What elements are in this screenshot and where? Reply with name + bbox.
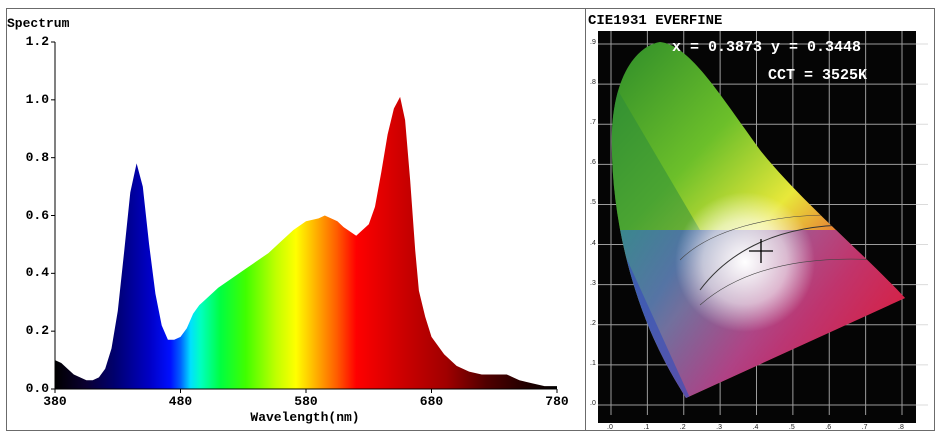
cie-y-tick-label: .7 [590, 119, 596, 127]
y-tick-label: 0.6 [25, 207, 49, 223]
panel-divider [585, 8, 586, 431]
y-tick-label: 1.2 [25, 34, 49, 49]
cie-horseshoe [611, 42, 905, 398]
x-axis-label: Wavelength(nm) [250, 410, 360, 425]
y-tick-label: 0.8 [25, 149, 49, 165]
x-tick-label: 580 [294, 394, 318, 409]
cie-y-tick-label: .3 [590, 279, 596, 287]
cie-x-tick-label: .0 [607, 424, 613, 431]
cie-y-tick-label: .1 [590, 359, 596, 367]
cie-y-tick-label: .0 [590, 400, 596, 407]
cie-x-tick-label: .2 [679, 424, 686, 431]
x-tick-label: 480 [168, 394, 193, 409]
cie-x-tick-label: .1 [643, 424, 650, 431]
cie-x-tick-label: .8 [898, 424, 904, 431]
cie-y-tick-label: .4 [590, 239, 596, 247]
y-tick-label: 0.4 [25, 265, 49, 281]
cie-y-tick-label: .8 [590, 79, 596, 87]
x-tick-label: 780 [545, 394, 569, 409]
x-tick-label: 380 [43, 394, 67, 409]
y-tick-label: 0.0 [25, 381, 49, 396]
chromaticity-coordinates: x = 0.3873 y = 0.3448 [672, 39, 862, 56]
cie-y-tick-label: .9 [590, 39, 596, 46]
y-tick-label: 0.2 [25, 323, 49, 339]
cie-x-tick-label: .3 [716, 424, 722, 431]
chromaticity-marker [749, 239, 773, 263]
x-tick-label: 680 [419, 394, 444, 409]
y-tick-label: 1.0 [25, 91, 49, 107]
cie-y-tick-label: .5 [590, 199, 596, 207]
spectrum-title: Spectrum [7, 16, 70, 31]
cie-title: CIE1931 EVERFINE [586, 13, 725, 29]
spectrum-area [55, 96, 557, 390]
cie-y-tick-label: .6 [590, 159, 596, 167]
cie-x-tick-label: .5 [788, 424, 795, 431]
cie-x-tick-label: .7 [861, 424, 868, 431]
cie-y-tick-label: .2 [590, 319, 596, 327]
cie-x-tick-label: .4 [752, 424, 759, 431]
cie-x-tick-label: .6 [825, 424, 832, 431]
correlated-color-temperature: CCT = 3525K [768, 67, 868, 84]
